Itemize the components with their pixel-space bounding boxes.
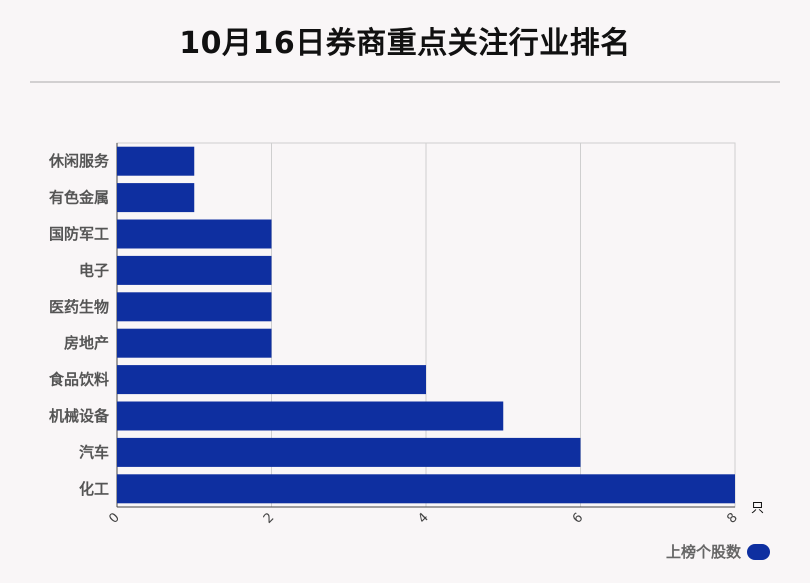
y-category-label: 食品饮料 xyxy=(49,371,109,389)
x-tick-label: 0 xyxy=(106,510,122,526)
y-category-label: 汽车 xyxy=(79,443,109,461)
bar xyxy=(117,183,195,213)
bar xyxy=(117,292,272,322)
bar xyxy=(117,474,735,504)
legend-label: 上榜个股数 xyxy=(665,543,741,561)
y-category-label: 有色金属 xyxy=(49,189,109,207)
x-axis-label: 只 xyxy=(751,501,764,516)
x-tick-label: 4 xyxy=(415,510,431,526)
legend[interactable]: 上榜个股数 xyxy=(666,541,770,562)
bar xyxy=(117,328,272,358)
x-tick-label: 2 xyxy=(261,510,277,526)
bar xyxy=(117,255,272,285)
bar xyxy=(117,219,272,249)
legend-swatch xyxy=(747,543,770,560)
bar xyxy=(117,365,426,395)
y-category-label: 休闲服务 xyxy=(48,152,110,170)
y-category-label: 房地产 xyxy=(64,334,109,352)
bar xyxy=(117,146,195,176)
y-category-label: 电子 xyxy=(79,261,109,279)
y-category-label: 机械设备 xyxy=(49,407,110,425)
y-category-label: 医药生物 xyxy=(49,298,109,316)
x-tick-label: 6 xyxy=(570,510,586,526)
y-category-label: 国防军工 xyxy=(49,225,109,243)
x-tick-label: 8 xyxy=(724,510,740,526)
bar xyxy=(117,437,581,467)
chart-title: 10月16日券商重点关注行业排名 xyxy=(179,26,631,61)
title-divider xyxy=(30,81,780,83)
bar xyxy=(117,401,504,431)
y-category-label: 化工 xyxy=(79,480,109,498)
